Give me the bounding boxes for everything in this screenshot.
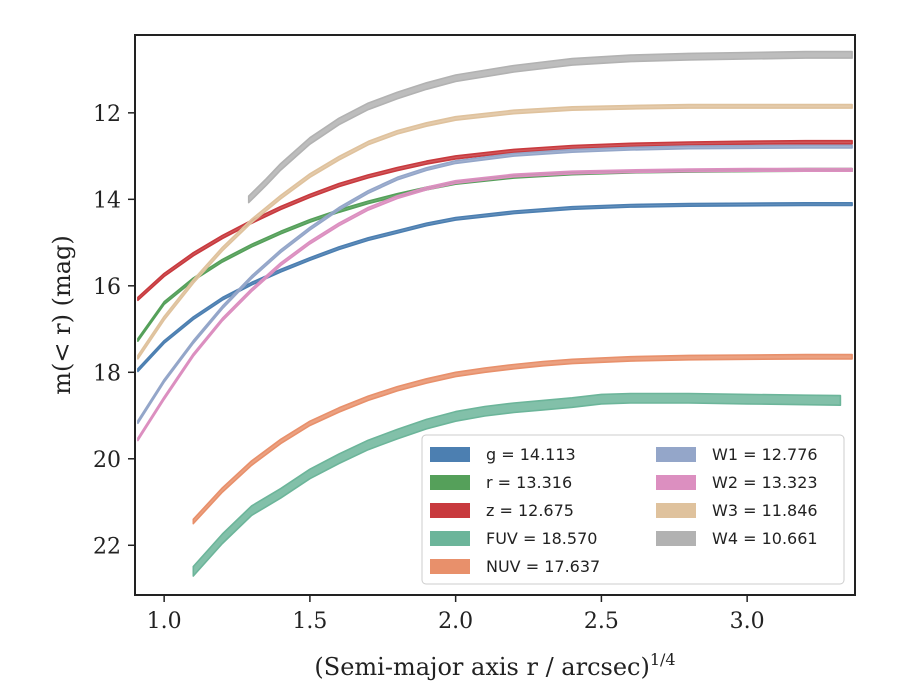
legend-swatch [430, 531, 470, 546]
series-band-5 [137, 144, 853, 425]
y-tick-label: 18 [93, 361, 121, 386]
legend-label: FUV = 18.570 [486, 529, 597, 548]
legend-label: W3 = 11.846 [712, 501, 818, 520]
x-tick-label: 1.5 [292, 609, 327, 634]
series-band-4 [192, 353, 853, 525]
legend-label: NUV = 17.637 [486, 557, 600, 576]
x-tick-label: 2.5 [584, 609, 619, 634]
series-band-6 [137, 167, 853, 442]
x-axis-label-superscript: 1/4 [650, 650, 676, 669]
series-layer [137, 50, 853, 577]
legend-label: g = 14.113 [486, 445, 576, 464]
legend-swatch [656, 531, 696, 546]
x-axis: 1.0 1.5 2.0 2.5 3.0 [147, 595, 765, 634]
series-band-8 [247, 50, 853, 204]
y-axis-label: m(< r) (mag) [48, 235, 76, 394]
series-band-2 [137, 139, 853, 302]
plot-frame [134, 34, 856, 596]
series-band-3 [192, 392, 842, 577]
y-tick-label: 22 [93, 534, 121, 559]
legend-label: W1 = 12.776 [712, 445, 818, 464]
x-axis-label-text: (Semi-major axis r / arcsec) [314, 653, 649, 681]
legend-box [421, 434, 845, 585]
y-tick-label: 12 [93, 102, 121, 127]
legend-swatch [430, 447, 470, 462]
x-axis-label: (Semi-major axis r / arcsec)1/4 [314, 650, 675, 681]
y-axis: 12 14 16 18 20 22 [93, 102, 135, 559]
legend-swatch [656, 503, 696, 518]
legend-swatch [656, 475, 696, 490]
legend-swatch [430, 559, 470, 574]
legend-label: W2 = 13.323 [712, 473, 818, 492]
x-tick-label: 2.0 [438, 609, 473, 634]
series-band-1 [137, 167, 853, 343]
y-tick-label: 16 [93, 275, 121, 300]
series-band-7 [137, 103, 853, 360]
legend-swatch [656, 447, 696, 462]
x-tick-label: 3.0 [730, 609, 765, 634]
legend-label: W4 = 10.661 [712, 529, 818, 548]
legend-label: r = 13.316 [486, 473, 572, 492]
legend-label: z = 12.675 [486, 501, 574, 520]
legend: g = 14.113 r = 13.316 z = 12.675 FUV = 18.5… [421, 434, 845, 585]
y-tick-label: 14 [93, 188, 121, 213]
y-tick-label: 20 [93, 448, 121, 473]
legend-swatch [430, 503, 470, 518]
x-tick-label: 1.0 [147, 609, 182, 634]
legend-swatch [430, 475, 470, 490]
series-band-0 [137, 202, 853, 373]
